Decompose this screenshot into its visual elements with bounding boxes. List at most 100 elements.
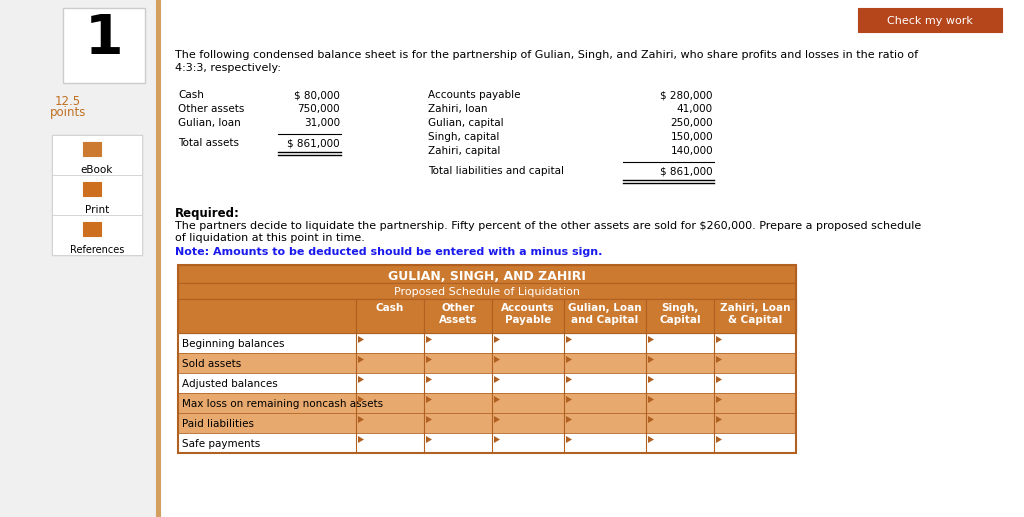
Text: 31,000: 31,000 bbox=[304, 118, 340, 128]
Polygon shape bbox=[716, 376, 722, 383]
Text: Print: Print bbox=[85, 205, 110, 215]
Bar bbox=[178, 333, 796, 353]
Bar bbox=[492, 299, 564, 333]
Text: $ 280,000: $ 280,000 bbox=[660, 90, 713, 100]
Text: Singh, capital: Singh, capital bbox=[428, 132, 500, 142]
Text: Total liabilities and capital: Total liabilities and capital bbox=[428, 166, 564, 176]
Bar bbox=[646, 299, 714, 333]
Text: 150,000: 150,000 bbox=[671, 132, 713, 142]
Polygon shape bbox=[358, 336, 364, 343]
Bar bbox=[178, 299, 796, 333]
Bar bbox=[178, 283, 796, 299]
Bar bbox=[52, 215, 142, 255]
Polygon shape bbox=[566, 356, 572, 363]
Polygon shape bbox=[426, 336, 432, 343]
Polygon shape bbox=[648, 396, 654, 403]
Bar bbox=[83, 182, 101, 196]
Polygon shape bbox=[494, 376, 500, 383]
Bar bbox=[52, 135, 142, 175]
Polygon shape bbox=[426, 396, 432, 403]
Text: Cash: Cash bbox=[178, 90, 204, 100]
Bar bbox=[178, 353, 796, 373]
Text: $ 861,000: $ 861,000 bbox=[288, 138, 340, 148]
Text: Zahiri, loan: Zahiri, loan bbox=[428, 104, 487, 114]
Bar bbox=[178, 393, 796, 413]
Polygon shape bbox=[494, 356, 500, 363]
Text: Singh,
Capital: Singh, Capital bbox=[659, 303, 700, 325]
Bar bbox=[52, 175, 142, 215]
Polygon shape bbox=[716, 436, 722, 443]
Polygon shape bbox=[716, 396, 722, 403]
Bar bbox=[83, 142, 101, 156]
Text: Accounts payable: Accounts payable bbox=[428, 90, 520, 100]
Bar bbox=[714, 299, 796, 333]
Text: 41,000: 41,000 bbox=[677, 104, 713, 114]
Text: Beginning balances: Beginning balances bbox=[182, 339, 285, 349]
Bar bbox=[356, 299, 424, 333]
Text: Max loss on remaining noncash assets: Max loss on remaining noncash assets bbox=[182, 399, 383, 409]
Bar bbox=[424, 299, 492, 333]
Bar bbox=[83, 222, 101, 236]
Text: The following condensed balance sheet is for the partnership of Gulian, Singh, a: The following condensed balance sheet is… bbox=[175, 50, 919, 60]
Text: 4:3:3, respectively:: 4:3:3, respectively: bbox=[175, 63, 281, 73]
Polygon shape bbox=[358, 436, 364, 443]
Polygon shape bbox=[566, 336, 572, 343]
Polygon shape bbox=[716, 416, 722, 423]
Text: Check my work: Check my work bbox=[887, 16, 973, 26]
Text: Zahiri, Loan
& Capital: Zahiri, Loan & Capital bbox=[720, 303, 791, 325]
Text: Required:: Required: bbox=[175, 207, 240, 220]
Text: Safe payments: Safe payments bbox=[182, 439, 260, 449]
Polygon shape bbox=[358, 416, 364, 423]
Text: 12.5: 12.5 bbox=[55, 95, 81, 108]
Polygon shape bbox=[358, 396, 364, 403]
Polygon shape bbox=[494, 436, 500, 443]
Polygon shape bbox=[494, 416, 500, 423]
Text: Zahiri, capital: Zahiri, capital bbox=[428, 146, 501, 156]
Text: GULIAN, SINGH, AND ZAHIRI: GULIAN, SINGH, AND ZAHIRI bbox=[388, 270, 586, 283]
Text: 750,000: 750,000 bbox=[297, 104, 340, 114]
Polygon shape bbox=[494, 336, 500, 343]
Text: $ 80,000: $ 80,000 bbox=[294, 90, 340, 100]
Polygon shape bbox=[566, 416, 572, 423]
Polygon shape bbox=[426, 376, 432, 383]
Bar bbox=[858, 8, 1002, 32]
Text: eBook: eBook bbox=[81, 165, 114, 175]
Bar bbox=[178, 299, 356, 333]
Text: 250,000: 250,000 bbox=[671, 118, 713, 128]
Text: Note: Amounts to be deducted should be entered with a minus sign.: Note: Amounts to be deducted should be e… bbox=[175, 247, 602, 257]
Text: Gulian, loan: Gulian, loan bbox=[178, 118, 241, 128]
Text: Other
Assets: Other Assets bbox=[438, 303, 477, 325]
Text: References: References bbox=[70, 245, 124, 255]
Polygon shape bbox=[494, 396, 500, 403]
Text: points: points bbox=[50, 106, 86, 119]
Text: Proposed Schedule of Liquidation: Proposed Schedule of Liquidation bbox=[394, 287, 580, 297]
Text: Total assets: Total assets bbox=[178, 138, 239, 148]
Text: Adjusted balances: Adjusted balances bbox=[182, 379, 278, 389]
Bar bbox=[178, 265, 796, 453]
Bar bbox=[63, 8, 145, 83]
Polygon shape bbox=[426, 356, 432, 363]
Text: Paid liabilities: Paid liabilities bbox=[182, 419, 254, 429]
Polygon shape bbox=[566, 436, 572, 443]
Polygon shape bbox=[426, 416, 432, 423]
Bar bbox=[564, 299, 646, 333]
Text: 140,000: 140,000 bbox=[671, 146, 713, 156]
Polygon shape bbox=[648, 416, 654, 423]
Polygon shape bbox=[358, 376, 364, 383]
Polygon shape bbox=[566, 376, 572, 383]
Polygon shape bbox=[648, 376, 654, 383]
Polygon shape bbox=[716, 336, 722, 343]
Bar bbox=[178, 433, 796, 453]
Text: Cash: Cash bbox=[376, 303, 404, 313]
Text: Other assets: Other assets bbox=[178, 104, 245, 114]
Text: Sold assets: Sold assets bbox=[182, 359, 242, 369]
Text: The partners decide to liquidate the partnership. Fifty percent of the other ass: The partners decide to liquidate the par… bbox=[175, 221, 922, 231]
Text: of liquidation at this point in time.: of liquidation at this point in time. bbox=[175, 233, 365, 243]
Bar bbox=[160, 0, 1024, 517]
Polygon shape bbox=[648, 336, 654, 343]
Polygon shape bbox=[648, 436, 654, 443]
Text: 1: 1 bbox=[85, 12, 123, 66]
Bar bbox=[52, 135, 142, 255]
Bar bbox=[178, 265, 796, 283]
Polygon shape bbox=[566, 396, 572, 403]
